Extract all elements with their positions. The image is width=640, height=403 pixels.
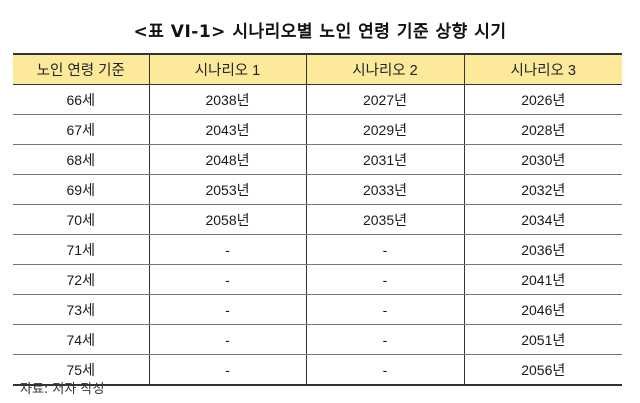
scenario-1-cell: - [148, 264, 306, 295]
table-row: 69세 2053년 2033년 2032년 [13, 174, 622, 205]
table-row: 74세 - - 2051년 [13, 324, 622, 355]
table-row: 66세 2038년 2027년 2026년 [13, 84, 622, 115]
table-row: 70세 2058년 2035년 2034년 [13, 204, 622, 235]
scenario-3-cell: 2028년 [463, 114, 622, 145]
age-cell: 74세 [13, 324, 149, 355]
table-row: 68세 2048년 2031년 2030년 [13, 144, 622, 175]
age-cell: 73세 [13, 294, 149, 325]
table-row: 67세 2043년 2029년 2028년 [13, 114, 622, 145]
scenario-3-cell: 2026년 [463, 84, 622, 115]
scenario-2-cell: - [305, 294, 464, 325]
scenario-3-cell: 2056년 [463, 354, 622, 386]
scenario-table: 노인 연령 기준 시나리오 1 시나리오 2 시나리오 3 66세 2038년 … [13, 53, 622, 386]
age-cell: 67세 [13, 114, 149, 145]
scenario-2-cell: 2033년 [305, 174, 464, 205]
header-scenario-3: 시나리오 3 [463, 53, 622, 85]
age-cell: 70세 [13, 204, 149, 235]
scenario-2-cell: - [305, 324, 464, 355]
age-cell: 71세 [13, 234, 149, 265]
age-cell: 75세 [13, 354, 149, 386]
table-row: 73세 - - 2046년 [13, 294, 622, 325]
scenario-1-cell: 2038년 [148, 84, 306, 115]
scenario-1-cell: 2053년 [148, 174, 306, 205]
scenario-3-cell: 2032년 [463, 174, 622, 205]
scenario-3-cell: 2041년 [463, 264, 622, 295]
age-cell: 72세 [13, 264, 149, 295]
header-scenario-1: 시나리오 1 [148, 53, 306, 85]
scenario-3-cell: 2046년 [463, 294, 622, 325]
table-row: 72세 - - 2041년 [13, 264, 622, 295]
scenario-1-cell: 2058년 [148, 204, 306, 235]
table-header-row: 노인 연령 기준 시나리오 1 시나리오 2 시나리오 3 [13, 53, 622, 85]
scenario-1-cell: - [148, 354, 306, 386]
header-scenario-2: 시나리오 2 [305, 53, 464, 85]
scenario-1-cell: 2048년 [148, 144, 306, 175]
header-age-criterion: 노인 연령 기준 [13, 53, 149, 85]
scenario-2-cell: - [305, 234, 464, 265]
scenario-1-cell: - [148, 294, 306, 325]
age-cell: 69세 [13, 174, 149, 205]
scenario-3-cell: 2051년 [463, 324, 622, 355]
scenario-2-cell: 2035년 [305, 204, 464, 235]
scenario-2-cell: 2031년 [305, 144, 464, 175]
table-row: 71세 - - 2036년 [13, 234, 622, 265]
scenario-2-cell: 2027년 [305, 84, 464, 115]
age-cell: 68세 [13, 144, 149, 175]
scenario-2-cell: - [305, 354, 464, 386]
age-cell: 66세 [13, 84, 149, 115]
table-row: 75세 - - 2056년 [13, 354, 622, 386]
scenario-1-cell: 2043년 [148, 114, 306, 145]
scenario-1-cell: - [148, 234, 306, 265]
scenario-3-cell: 2034년 [463, 204, 622, 235]
scenario-3-cell: 2030년 [463, 144, 622, 175]
scenario-2-cell: 2029년 [305, 114, 464, 145]
scenario-3-cell: 2036년 [463, 234, 622, 265]
scenario-2-cell: - [305, 264, 464, 295]
source-note: 자료: 저자 작성 [20, 382, 105, 397]
table-title: <표 VI-1> 시나리오별 노인 연령 기준 상향 시기 [133, 22, 507, 42]
scenario-1-cell: - [148, 324, 306, 355]
